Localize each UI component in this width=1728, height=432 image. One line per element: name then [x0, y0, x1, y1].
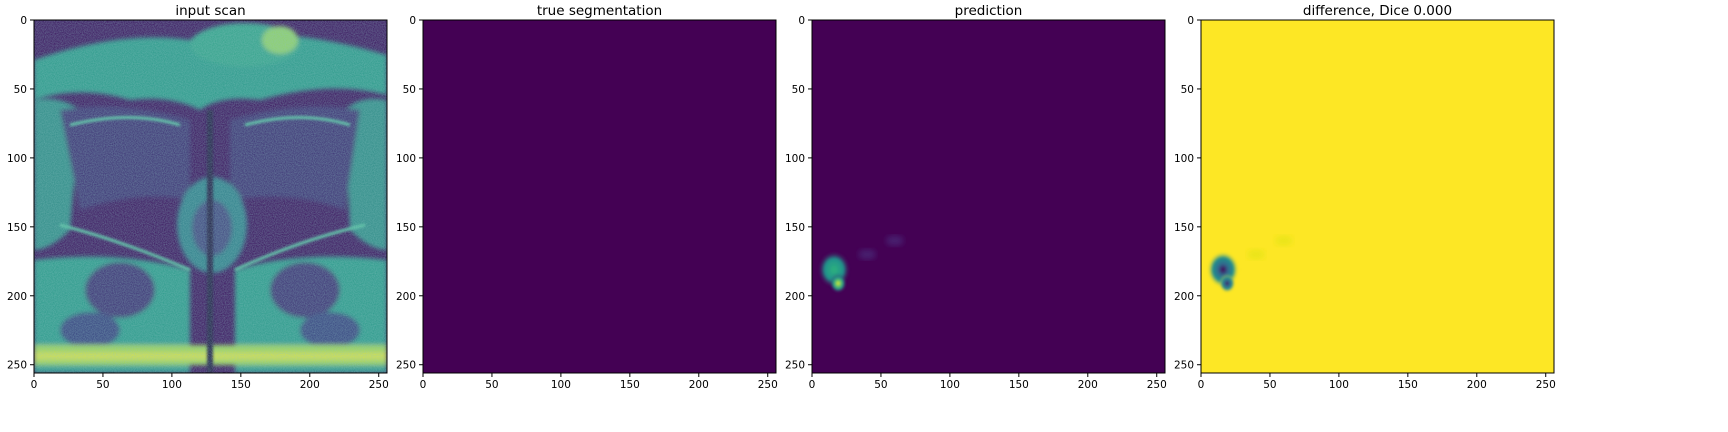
heatmap-hotspot — [885, 235, 904, 247]
x-tick-label: 150 — [620, 379, 640, 391]
x-tick-label: 150 — [1009, 379, 1029, 391]
x-tick-label: 100 — [162, 379, 182, 391]
y-tick-label: 100 — [7, 153, 27, 165]
x-tick-label: 200 — [689, 379, 709, 391]
x-ticks: 0 50 100 150 200 250 — [420, 373, 778, 391]
mri-image — [34, 20, 387, 373]
panel-title: difference, Dice 0.000 — [1303, 3, 1452, 19]
y-ticks: 0 50 100 150 200 250 — [785, 15, 812, 372]
x-tick-label: 100 — [940, 379, 960, 391]
y-tick-label: 150 — [1174, 222, 1194, 234]
y-tick-label: 150 — [785, 222, 805, 234]
heatmap-hotspot — [830, 274, 847, 293]
x-ticks: 0 50 100 150 200 250 — [1198, 373, 1556, 391]
panel-title: true segmentation — [537, 3, 662, 19]
x-tick-label: 250 — [1147, 379, 1167, 391]
y-tick-label: 250 — [1174, 360, 1194, 372]
x-tick-label: 0 — [1198, 379, 1205, 391]
x-tick-label: 250 — [369, 379, 389, 391]
y-ticks: 0 50 100 150 200 250 — [396, 15, 423, 372]
x-tick-label: 0 — [809, 379, 816, 391]
prediction-image — [812, 20, 1165, 373]
y-ticks: 0 50 100 150 200 250 — [7, 15, 34, 372]
y-tick-label: 50 — [1181, 84, 1194, 96]
heatmap-hotspot — [1274, 235, 1293, 247]
x-tick-label: 50 — [485, 379, 498, 391]
y-tick-label: 200 — [1174, 291, 1194, 303]
panel-difference: difference, Dice 0.000 0 50 100 150 200 250 0… — [1174, 3, 1556, 391]
y-tick-label: 0 — [20, 15, 27, 27]
x-tick-label: 200 — [1078, 379, 1098, 391]
x-ticks: 0 50 100 150 200 250 — [809, 373, 1167, 391]
difference-hotspots — [1207, 235, 1293, 293]
x-tick-label: 50 — [874, 379, 887, 391]
y-tick-label: 0 — [1187, 15, 1194, 27]
y-tick-label: 0 — [798, 15, 805, 27]
x-tick-label: 250 — [758, 379, 778, 391]
panel-title: input scan — [175, 3, 245, 19]
x-tick-label: 150 — [1398, 379, 1418, 391]
x-tick-label: 50 — [1263, 379, 1276, 391]
y-tick-label: 150 — [396, 222, 416, 234]
x-tick-label: 0 — [420, 379, 427, 391]
y-tick-label: 200 — [785, 291, 805, 303]
y-tick-label: 200 — [7, 291, 27, 303]
x-tick-label: 150 — [231, 379, 251, 391]
heatmap-hotspot — [858, 249, 877, 260]
y-tick-label: 250 — [396, 360, 416, 372]
x-tick-label: 200 — [1467, 379, 1487, 391]
panel-prediction: prediction 0 50 100 150 200 250 0 50 100 150 200 2… — [785, 3, 1167, 391]
x-tick-label: 200 — [300, 379, 320, 391]
x-tick-label: 250 — [1536, 379, 1556, 391]
x-tick-label: 50 — [96, 379, 109, 391]
heatmap-hotspot — [1219, 274, 1236, 293]
y-tick-label: 150 — [7, 222, 27, 234]
y-tick-label: 250 — [7, 360, 27, 372]
y-tick-label: 50 — [403, 84, 416, 96]
x-ticks: 0 50 100 150 200 250 — [31, 373, 389, 391]
segmentation-image — [422, 19, 777, 374]
x-tick-label: 100 — [1329, 379, 1349, 391]
heatmap-hotspot — [1247, 249, 1266, 260]
y-tick-label: 250 — [785, 360, 805, 372]
prediction-hotspots — [818, 235, 904, 293]
y-ticks: 0 50 100 150 200 250 — [1174, 15, 1201, 372]
panel-true-segmentation: true segmentation 0 50 100 150 200 250 0 50 100… — [396, 3, 778, 391]
y-tick-label: 100 — [396, 153, 416, 165]
y-tick-label: 0 — [409, 15, 416, 27]
panel-input-scan: input scan — [7, 3, 389, 391]
y-tick-label: 50 — [14, 84, 27, 96]
y-tick-label: 50 — [792, 84, 805, 96]
x-tick-label: 100 — [551, 379, 571, 391]
y-tick-label: 200 — [396, 291, 416, 303]
difference-image — [1201, 20, 1554, 373]
panel-title: prediction — [955, 3, 1023, 19]
y-tick-label: 100 — [1174, 153, 1194, 165]
y-tick-label: 100 — [785, 153, 805, 165]
x-tick-label: 0 — [31, 379, 38, 391]
